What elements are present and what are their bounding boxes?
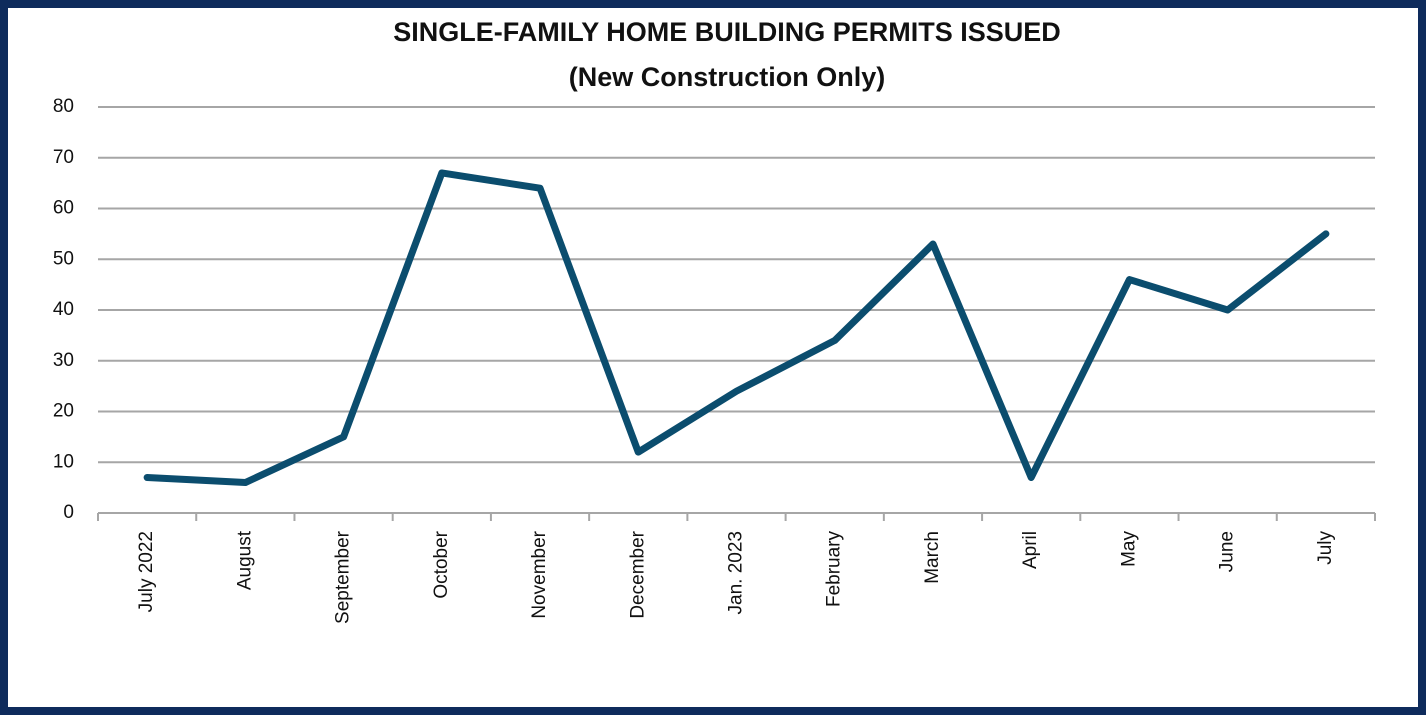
y-tick-label: 30 — [53, 350, 74, 371]
x-tick-label: February — [824, 531, 845, 608]
y-tick-label: 80 — [53, 96, 74, 117]
x-tick-label: July — [1315, 531, 1336, 565]
y-tick-label: 0 — [63, 502, 74, 523]
x-tick-label: May — [1118, 531, 1139, 567]
x-tick-label: April — [1020, 531, 1041, 569]
y-tick-label: 20 — [53, 401, 74, 422]
y-tick-label: 40 — [53, 299, 74, 320]
x-tick-label: August — [234, 530, 255, 590]
y-tick-label: 10 — [53, 451, 74, 472]
chart-title: SINGLE-FAMILY HOME BUILDING PERMITS ISSU… — [393, 17, 1061, 47]
x-tick-label: September — [333, 530, 354, 624]
x-tick-label: October — [431, 530, 452, 598]
y-tick-label: 70 — [53, 147, 74, 168]
x-tick-label: Jan. 2023 — [726, 531, 747, 614]
chart-subtitle: (New Construction Only) — [569, 62, 886, 92]
y-tick-label: 50 — [53, 248, 74, 269]
x-tick-label: March — [922, 531, 943, 584]
x-tick-label: June — [1217, 531, 1238, 572]
x-tick-label: December — [627, 530, 648, 618]
x-tick-label: November — [529, 530, 550, 618]
data-line — [143, 169, 1330, 487]
y-tick-label: 60 — [53, 198, 74, 219]
x-tick-label: July 2022 — [136, 531, 157, 612]
